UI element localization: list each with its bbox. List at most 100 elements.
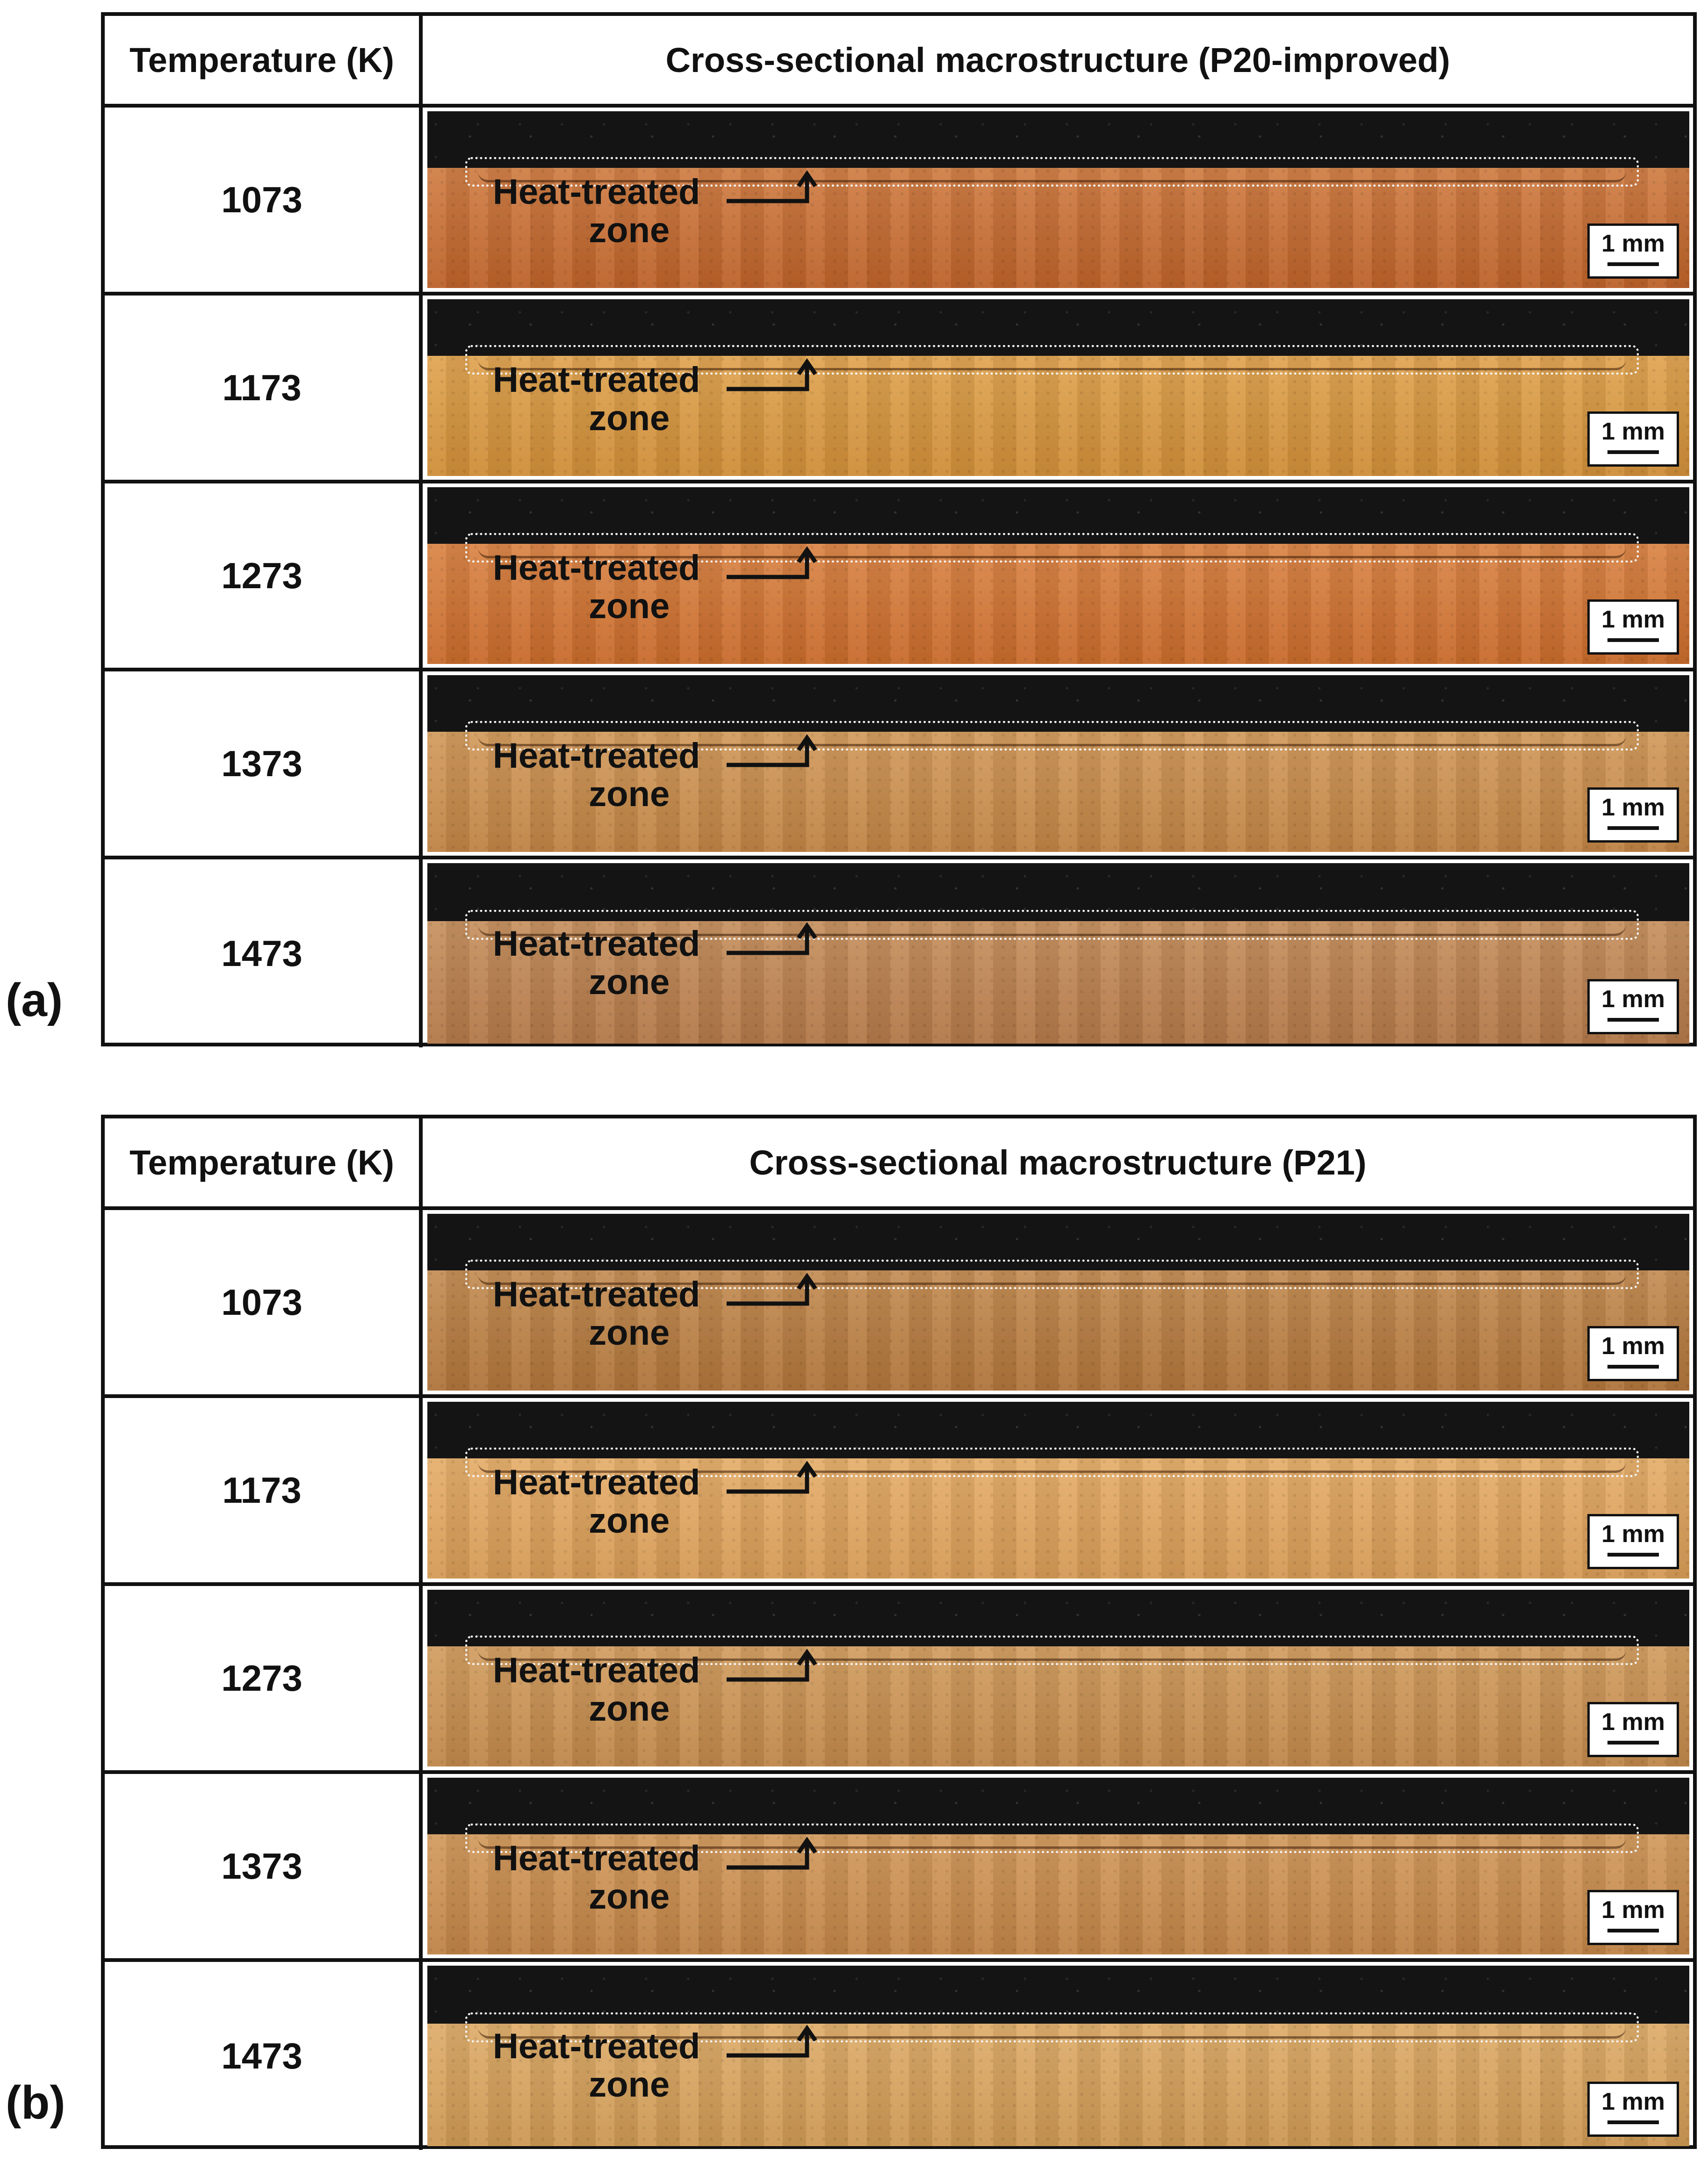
zone-label-line2: zone <box>589 398 670 438</box>
scale-bar-line <box>1607 1018 1659 1022</box>
macrostructure-image: Heat-treated zone 1 mm <box>427 1214 1689 1391</box>
table-header: Temperature (K) Cross-sectional macrostru… <box>105 1118 1693 1210</box>
metal-substrate <box>427 1458 1689 1579</box>
heat-treated-boundary <box>477 1462 1627 1473</box>
heat-treated-zone-outline <box>465 1824 1639 1853</box>
pointer-arrow-icon <box>727 170 817 203</box>
zone-label-line1: Heat-treated <box>493 1838 700 1878</box>
scale-bar-label: 1 mm <box>1601 418 1665 445</box>
scale-bar-line <box>1607 1929 1659 1932</box>
zone-label-line2: zone <box>589 1689 670 1729</box>
zone-label-line2: zone <box>589 586 670 626</box>
table-row: 1173 Heat-treated zone 1 mm <box>105 296 1693 483</box>
table-row: 1273 Heat-treated zone 1 mm <box>105 483 1693 671</box>
scale-bar-line <box>1607 1553 1659 1557</box>
scale-bar-label: 1 mm <box>1601 794 1665 821</box>
macrostructure-image: Heat-treated zone 1 mm <box>427 1778 1689 1954</box>
temperature-cell: 1373 <box>105 671 423 856</box>
pointer-arrow-icon <box>727 2025 817 2058</box>
scale-bar-line <box>1607 262 1659 266</box>
temperature-column-header: Temperature (K) <box>105 1118 423 1206</box>
scale-bar-line <box>1607 2120 1659 2124</box>
heat-treated-zone-outline <box>465 345 1639 375</box>
heat-treated-zone-outline <box>465 721 1639 751</box>
panel-label-b: (b) <box>6 2076 65 2129</box>
macrostructure-image: Heat-treated zone 1 mm <box>427 1590 1689 1766</box>
table-header: Temperature (K) Cross-sectional macrostru… <box>105 16 1693 108</box>
metal-substrate <box>427 355 1689 476</box>
zone-label-line2: zone <box>589 1313 670 1353</box>
scale-bar: 1 mm <box>1587 411 1679 467</box>
metal-substrate <box>427 1270 1689 1391</box>
heat-treated-zone-label: Heat-treated zone <box>493 361 700 438</box>
table-row: 1373 Heat-treated zone 1 mm <box>105 1774 1693 1962</box>
scale-bar: 1 mm <box>1587 1890 1679 1945</box>
temperature-cell: 1473 <box>105 1962 423 2150</box>
heat-treated-zone-outline <box>465 2012 1639 2043</box>
pointer-arrow-icon <box>727 546 817 579</box>
heat-treated-zone-label: Heat-treated zone <box>493 173 700 250</box>
scale-bar-line <box>1607 450 1659 454</box>
macrostructure-image: Heat-treated zone 1 mm <box>427 863 1689 1044</box>
heat-treated-zone-outline <box>465 1448 1639 1478</box>
table-row: 1373 Heat-treated zone 1 mm <box>105 671 1693 859</box>
scale-bar-label: 1 mm <box>1601 2088 1665 2115</box>
scale-bar: 1 mm <box>1587 979 1679 1034</box>
heat-treated-zone-outline <box>465 1260 1639 1290</box>
zone-label-line1: Heat-treated <box>493 360 700 400</box>
metal-substrate <box>427 2023 1689 2146</box>
heat-treated-boundary <box>477 1274 1627 1285</box>
zone-label-line1: Heat-treated <box>493 172 700 212</box>
table-row: 1073 Heat-treated zone 1 mm <box>105 1210 1693 1398</box>
zone-label-line1: Heat-treated <box>493 1275 700 1314</box>
pointer-arrow-icon <box>727 358 817 391</box>
table-row: 1473 Heat-treated zone 1 mm <box>105 859 1693 1047</box>
temperature-cell: 1273 <box>105 483 423 668</box>
metal-substrate <box>427 543 1689 664</box>
temperature-cell: 1073 <box>105 108 423 292</box>
zone-label-line1: Heat-treated <box>493 1463 700 1502</box>
zone-label-line2: zone <box>589 1877 670 1917</box>
heat-treated-boundary <box>477 2027 1627 2039</box>
table-row: 1173 Heat-treated zone 1 mm <box>105 1398 1693 1586</box>
scale-bar-label: 1 mm <box>1601 986 1665 1013</box>
scale-bar-label: 1 mm <box>1601 1896 1665 1924</box>
pointer-arrow-icon <box>727 1649 817 1682</box>
heat-treated-zone-outline <box>465 1636 1639 1665</box>
zone-label-line1: Heat-treated <box>493 736 700 776</box>
scale-bar: 1 mm <box>1587 787 1679 843</box>
scale-bar-label: 1 mm <box>1601 606 1665 633</box>
pointer-arrow-icon <box>727 1273 817 1306</box>
heat-treated-zone-label: Heat-treated zone <box>493 1463 700 1540</box>
temperature-cell: 1273 <box>105 1586 423 1770</box>
heat-treated-boundary <box>477 1838 1627 1849</box>
scale-bar: 1 mm <box>1587 223 1679 279</box>
scale-bar-line <box>1607 1741 1659 1745</box>
scale-bar-label: 1 mm <box>1601 230 1665 257</box>
table-row: 1273 Heat-treated zone 1 mm <box>105 1586 1693 1774</box>
temperature-cell: 1373 <box>105 1774 423 1958</box>
scale-bar-line <box>1607 826 1659 830</box>
scale-bar-label: 1 mm <box>1601 1521 1665 1548</box>
zone-label-line1: Heat-treated <box>493 548 700 588</box>
heat-treated-zone-label: Heat-treated zone <box>493 1651 700 1728</box>
temperature-cell: 1073 <box>105 1210 423 1394</box>
heat-treated-boundary <box>477 735 1627 747</box>
temperature-column-header: Temperature (K) <box>105 16 423 104</box>
heat-treated-zone-label: Heat-treated zone <box>493 2027 700 2104</box>
pointer-arrow-icon <box>727 1461 817 1494</box>
scale-bar-line <box>1607 638 1659 642</box>
scale-bar: 1 mm <box>1587 1702 1679 1757</box>
heat-treated-zone-outline <box>465 533 1639 563</box>
temperature-cell: 1473 <box>105 859 423 1047</box>
temperature-cell: 1173 <box>105 296 423 480</box>
pointer-arrow-icon <box>727 734 817 767</box>
macrostructure-image: Heat-treated zone 1 mm <box>427 675 1689 852</box>
heat-treated-boundary <box>477 172 1627 183</box>
panel-label-a: (a) <box>6 974 63 1026</box>
zone-label-line2: zone <box>589 2065 670 2105</box>
macrostructure-column-header: Cross-sectional macrostructure (P20-impr… <box>665 40 1450 79</box>
zone-label-line1: Heat-treated <box>493 2026 700 2066</box>
panel-b-table: Temperature (K) Cross-sectional macrostru… <box>101 1115 1697 2150</box>
macrostructure-image: Heat-treated zone 1 mm <box>427 1402 1689 1579</box>
